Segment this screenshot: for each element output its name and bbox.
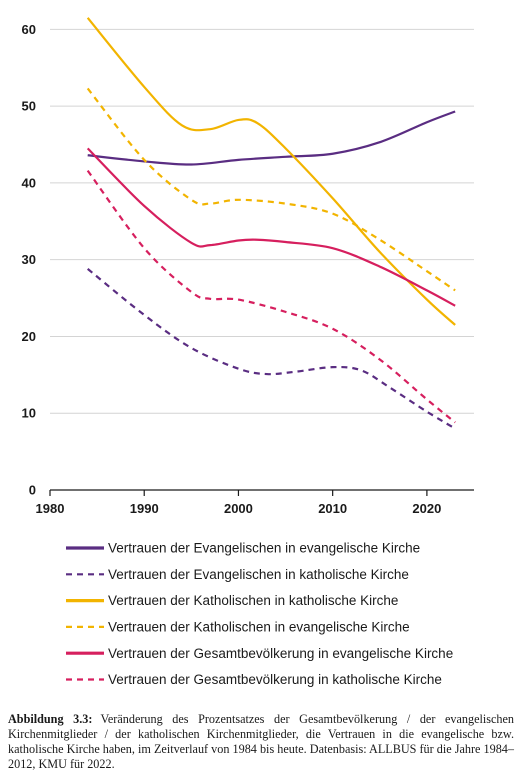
series-lines — [86, 17, 456, 430]
x-tick-label: 2020 — [412, 501, 441, 516]
series-line-3 — [86, 17, 456, 326]
y-tick-label: 40 — [22, 175, 36, 190]
legend-label: Vertrauen der Katholischen in evangelisc… — [108, 620, 410, 635]
x-tick-label: 2000 — [224, 501, 253, 516]
caption-label: Abbildung 3.3: — [8, 712, 93, 726]
y-tick-label: 30 — [22, 252, 36, 267]
line-chart: 0 10 20 30 40 50 60 1980 1990 2000 2010 2020 Vertra… — [22, 17, 474, 687]
legend-label: Vertrauen der Katholischen in katholisch… — [108, 593, 398, 608]
y-tick-label: 20 — [22, 329, 36, 344]
caption-text: Veränderung des Prozentsatzes der Gesamt… — [8, 712, 514, 771]
x-tick-label: 1990 — [130, 501, 159, 516]
y-tick-label: 0 — [29, 483, 36, 498]
legend-label: Vertrauen der Evangelischen in evangelis… — [108, 541, 420, 556]
legend: Vertrauen der Evangelischen in evangelis… — [66, 541, 453, 687]
series-line-4 — [86, 87, 456, 292]
series-line-6 — [86, 169, 456, 424]
legend-label: Vertrauen der Gesamtbevölkerung in katho… — [108, 672, 442, 687]
y-tick-label: 50 — [22, 99, 36, 114]
x-tick-label: 2010 — [318, 501, 347, 516]
legend-label: Vertrauen der Evangelischen in katholisc… — [108, 567, 409, 582]
axes: 0 10 20 30 40 50 60 1980 1990 2000 2010 2020 — [22, 22, 474, 516]
legend-label: Vertrauen der Gesamtbevölkerung in evang… — [108, 646, 453, 661]
series-line-2 — [86, 268, 456, 430]
series-line-1 — [87, 110, 456, 166]
grid-lines — [50, 28, 474, 414]
x-tick-label: 1980 — [36, 501, 65, 516]
figure-caption: Abbildung 3.3: Veränderung des Prozentsat… — [8, 712, 514, 772]
y-tick-label: 60 — [22, 22, 36, 37]
series-line-5 — [86, 147, 456, 307]
y-tick-label: 10 — [22, 406, 36, 421]
